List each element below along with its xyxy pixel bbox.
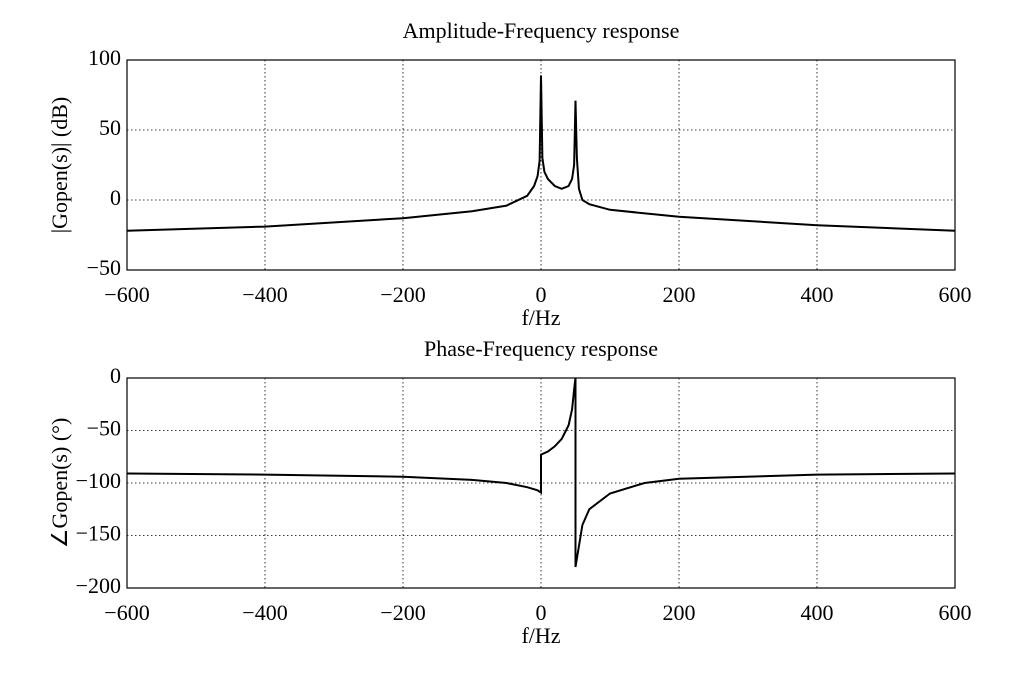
plot-frame — [126, 59, 956, 271]
x-tick-label: 0 — [536, 600, 547, 625]
chart-title: Phase-Frequency response — [424, 336, 658, 361]
x-tick-label: 200 — [663, 282, 696, 307]
y-tick-label: −100 — [76, 468, 121, 493]
x-tick-label: 400 — [801, 282, 834, 307]
x-axis-label: f/Hz — [521, 305, 560, 330]
x-tick-label: −400 — [242, 600, 287, 625]
y-axis-label: ∠Gopen(s) (°) — [47, 418, 72, 549]
x-tick-label: −600 — [104, 282, 149, 307]
y-axis-label: |Gopen(s)| (dB) — [47, 97, 72, 234]
y-tick-label: −50 — [87, 255, 121, 280]
x-tick-label: −200 — [380, 282, 425, 307]
chart-title: Amplitude-Frequency response — [403, 18, 680, 43]
x-tick-label: 400 — [801, 600, 834, 625]
plot-frame — [126, 377, 956, 589]
y-tick-label: −150 — [76, 521, 121, 546]
y-tick-label: 0 — [110, 363, 121, 388]
x-tick-label: 200 — [663, 600, 696, 625]
x-tick-label: −400 — [242, 282, 287, 307]
x-tick-label: −200 — [380, 600, 425, 625]
x-tick-label: 600 — [939, 282, 972, 307]
y-tick-label: 100 — [88, 45, 121, 70]
y-tick-label: −50 — [87, 416, 121, 441]
x-tick-label: −600 — [104, 600, 149, 625]
y-tick-label: 0 — [110, 185, 121, 210]
data-line — [126, 75, 956, 232]
x-axis-label: f/Hz — [521, 623, 560, 648]
x-tick-label: 600 — [939, 600, 972, 625]
y-tick-label: −200 — [76, 573, 121, 598]
y-tick-label: 50 — [99, 115, 121, 140]
data-line — [126, 377, 956, 568]
x-tick-label: 0 — [536, 282, 547, 307]
